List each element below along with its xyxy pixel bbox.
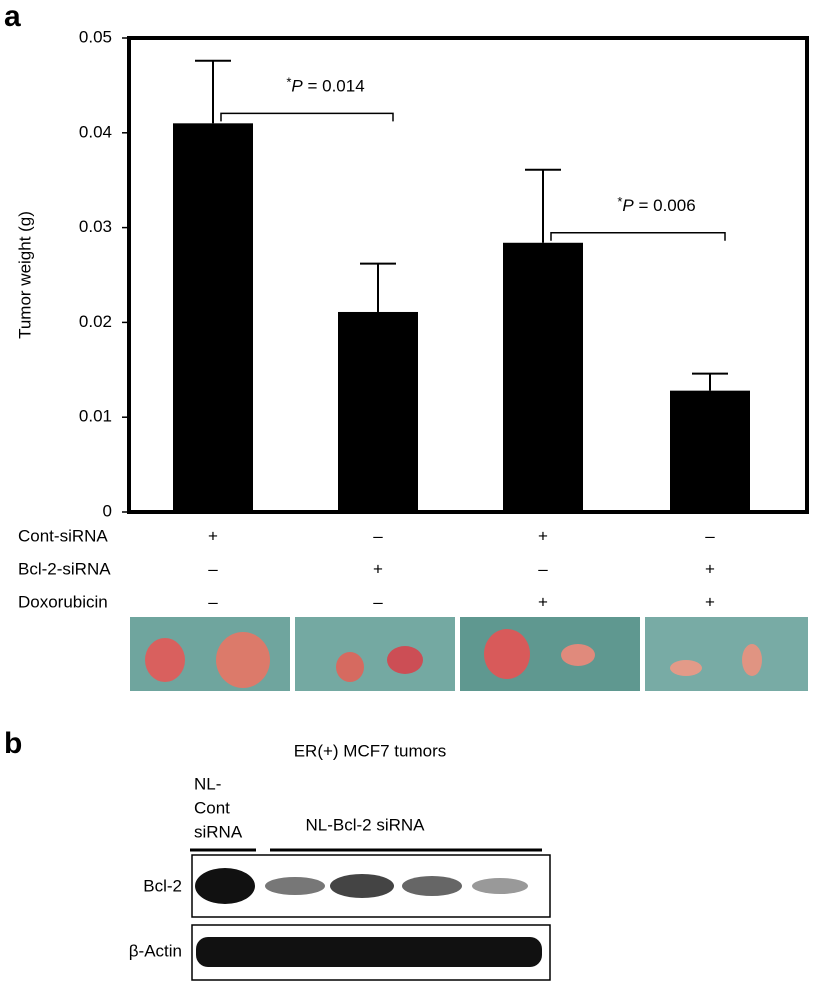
photo xyxy=(295,617,455,691)
western-blot xyxy=(190,848,551,981)
treatment-label: Cont-siRNA xyxy=(18,526,108,545)
photo xyxy=(645,617,808,691)
blot-row-label: β-Actin xyxy=(129,941,182,960)
error-bar xyxy=(692,372,728,391)
treatment-sign: + xyxy=(705,592,715,611)
bar xyxy=(503,242,583,512)
treatment-label: Doxorubicin xyxy=(18,592,108,611)
star: * xyxy=(617,194,622,209)
band xyxy=(472,878,528,894)
tumor-photos xyxy=(130,617,808,691)
bar xyxy=(338,311,418,512)
tumor xyxy=(387,646,423,674)
y-tick-label: 0.03 xyxy=(79,217,112,236)
p-value-annotation: *P = 0.014 xyxy=(286,75,364,96)
band xyxy=(195,868,255,904)
tumor xyxy=(484,629,530,679)
error-bar xyxy=(195,59,231,124)
treatment-sign: + xyxy=(538,526,548,545)
error-bar xyxy=(360,262,396,312)
treatment-sign: + xyxy=(373,559,383,578)
p-symbol: P xyxy=(291,77,303,96)
treatment-sign: – xyxy=(538,559,548,578)
lane-group-label: Cont xyxy=(194,798,230,817)
y-tick-label: 0.05 xyxy=(79,27,112,46)
lane-group-label: siRNA xyxy=(194,822,243,841)
bar xyxy=(670,390,750,512)
significance-bracket xyxy=(220,112,394,122)
treatment-sign: – xyxy=(373,592,383,611)
treatment-sign: – xyxy=(705,526,715,545)
lane-group-label: NL-Bcl-2 siRNA xyxy=(305,815,425,834)
y-tick-label: 0.02 xyxy=(79,312,112,331)
error-bar xyxy=(525,168,561,243)
bar xyxy=(173,123,253,512)
tumor xyxy=(742,644,762,676)
band xyxy=(330,874,394,898)
tumor xyxy=(336,652,364,682)
band xyxy=(265,877,325,895)
panel-label: a xyxy=(4,0,21,33)
panel-label: b xyxy=(4,727,22,760)
tumor xyxy=(216,632,270,688)
star: * xyxy=(286,75,291,90)
treatment-sign: – xyxy=(373,526,383,545)
lane-group-label: NL- xyxy=(194,774,221,793)
treatment-sign: + xyxy=(538,592,548,611)
treatment-sign: – xyxy=(208,592,218,611)
y-tick-label: 0.01 xyxy=(79,407,112,426)
p-value-annotation: *P = 0.006 xyxy=(617,194,695,215)
blot-row-label: Bcl-2 xyxy=(143,876,182,895)
tumor xyxy=(670,660,702,676)
treatment-label: Bcl-2-siRNA xyxy=(18,559,111,578)
y-axis-label: Tumor weight (g) xyxy=(15,211,34,339)
band xyxy=(196,937,542,967)
band xyxy=(402,876,462,896)
treatment-sign: + xyxy=(208,526,218,545)
tumor xyxy=(561,644,595,666)
treatment-sign: – xyxy=(208,559,218,578)
plot-frame xyxy=(127,36,809,514)
treatment-sign: + xyxy=(705,559,715,578)
y-tick-label: 0.04 xyxy=(79,122,112,141)
y-tick-label: 0 xyxy=(103,501,112,520)
tumor xyxy=(145,638,185,682)
p-text: = 0.006 xyxy=(634,196,696,215)
blot-title: ER(+) MCF7 tumors xyxy=(294,741,447,760)
p-symbol: P xyxy=(622,196,634,215)
p-text: = 0.014 xyxy=(303,77,365,96)
significance-bracket xyxy=(550,232,726,241)
